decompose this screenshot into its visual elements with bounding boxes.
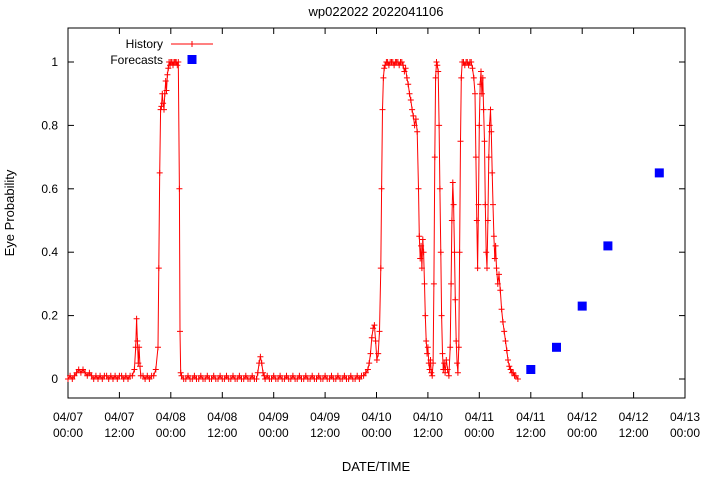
x-tick-label-time: 12:00 [104,426,134,440]
x-tick-label-date: 04/12 [567,410,597,424]
forecast-point [526,365,536,374]
x-tick-label-time: 00:00 [156,426,186,440]
legend-history-marker [189,41,195,47]
x-tick-label-time: 12:00 [619,426,649,440]
forecast-point [603,241,613,251]
x-tick-label-time: 00:00 [259,426,289,440]
x-tick-label-time: 12:00 [207,426,237,440]
x-tick-label-time: 12:00 [413,426,443,440]
x-tick-label-date: 04/09 [259,410,289,424]
x-tick-label-date: 04/13 [670,410,700,424]
chart-title: wp022022 2022041106 [308,4,444,19]
x-tick-label-time: 00:00 [361,426,391,440]
forecast-point [577,301,587,311]
y-tick-label: 0 [51,372,58,386]
x-tick-label-date: 04/11 [465,410,494,424]
legend-label-forecasts: Forecasts [110,53,163,67]
y-axis-title: Eye Probability [2,169,17,256]
x-tick-label-date: 04/10 [361,410,391,424]
y-tick-label: 0.4 [41,245,58,259]
x-tick-label-time: 00:00 [464,426,494,440]
x-tick-label-date: 04/07 [104,410,134,424]
x-tick-label-date: 04/07 [53,410,83,424]
y-tick-label: 0.6 [41,182,58,196]
x-tick-label-time: 00:00 [53,426,83,440]
x-tick-label-date: 04/08 [207,410,237,424]
x-tick-label-date: 04/08 [156,410,186,424]
y-tick-label: 0.8 [41,118,58,132]
x-tick-label-date: 04/11 [516,410,545,424]
legend-forecasts-sample [187,55,197,64]
legend-label-history: History [126,37,163,51]
x-tick-label-time: 12:00 [310,426,340,440]
y-tick-label: 1 [51,55,58,69]
plot-area: 04/07 00:00 04/07 12:00 04/08 00:00 04/08 12:00… [41,27,700,440]
y-tick-label: 0.2 [41,309,58,323]
plot-border [67,27,686,399]
x-axis-title: DATE/TIME [342,459,411,474]
x-tick-label-date: 04/12 [619,410,649,424]
x-tick-label-time: 12:00 [516,426,546,440]
x-tick-label-date: 04/10 [413,410,443,424]
history-markers [65,59,521,382]
x-tick-label-date: 04/09 [310,410,340,424]
x-tick-label-time: 00:00 [670,426,700,440]
x-tick-label-time: 00:00 [567,426,597,440]
forecast-point [552,342,561,352]
forecast-point [654,168,664,178]
